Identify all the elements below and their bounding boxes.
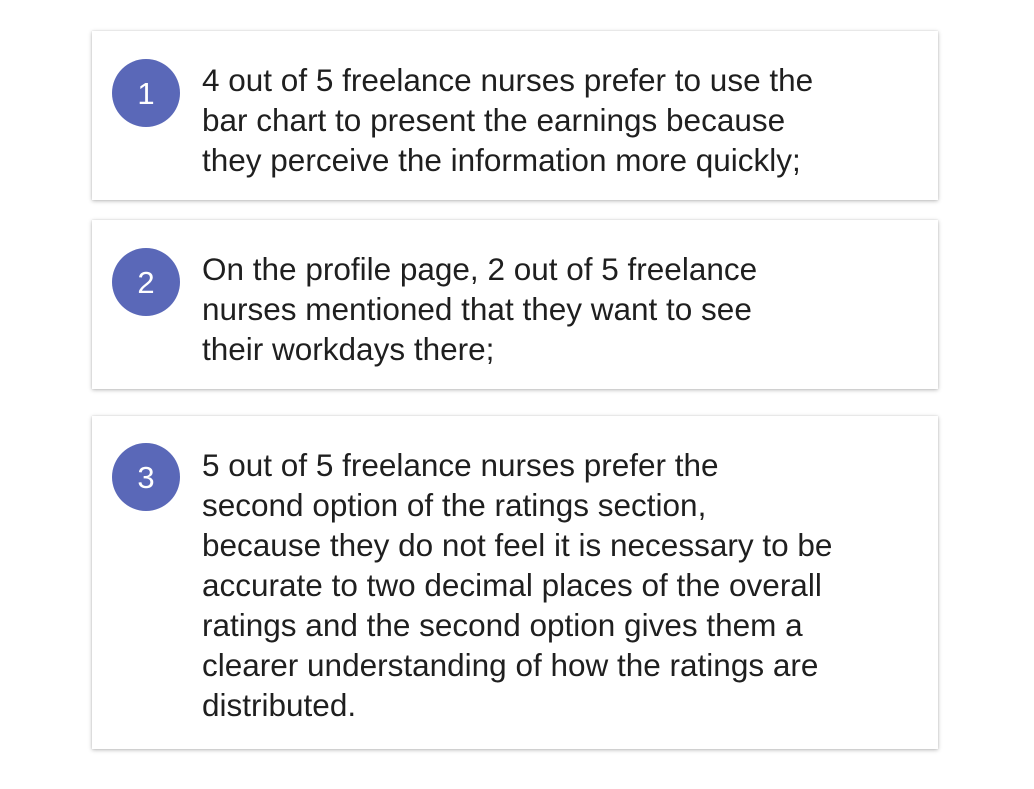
finding-number-badge: 3 xyxy=(112,443,180,511)
finding-card-1: 1 4 out of 5 freelance nurses prefer to … xyxy=(92,31,938,200)
finding-text: On the profile page, 2 out of 5 freelanc… xyxy=(202,251,758,367)
finding-text: 4 out of 5 freelance nurses prefer to us… xyxy=(202,62,814,178)
finding-card-2: 2 On the profile page, 2 out of 5 freela… xyxy=(92,220,938,389)
finding-text: 5 out of 5 freelance nurses prefer the s… xyxy=(202,447,833,723)
finding-number-badge: 2 xyxy=(112,248,180,316)
finding-number-badge: 1 xyxy=(112,59,180,127)
finding-card-3: 3 5 out of 5 freelance nurses prefer the… xyxy=(92,416,938,749)
